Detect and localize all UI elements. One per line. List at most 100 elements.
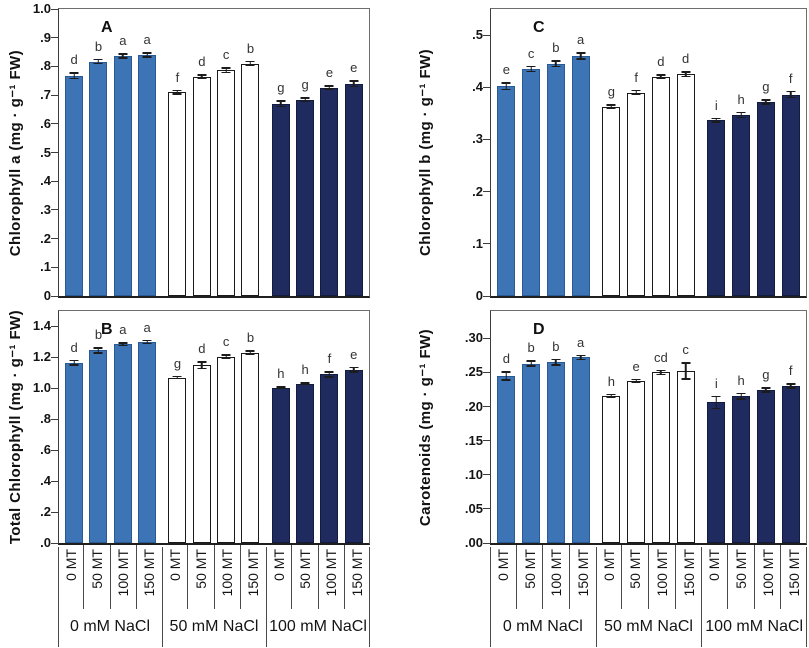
error-bar-line: [684, 362, 687, 380]
y-tick-mark: [51, 152, 58, 153]
bar: [344, 369, 363, 543]
error-bar-cap-bottom: [324, 376, 334, 378]
bar: [192, 76, 211, 296]
significance-letter: e: [350, 60, 358, 76]
y-tick-mark: [483, 34, 490, 36]
error-bar-cap-bottom: [172, 93, 182, 95]
error-bar-line: [146, 52, 148, 58]
group-divider: [58, 547, 59, 647]
treatment-group-2: 0 MT 50 MT 100 MT 150 MT: [162, 545, 266, 609]
error-bar-line: [715, 395, 718, 410]
bar-slot: d: [62, 9, 86, 296]
error-bar-line: [146, 339, 148, 345]
significance-letter: e: [502, 62, 510, 78]
panel-d: D .00 .05 .10 .15 .20 .25 .30 d b b a h e cd c i h g f: [465, 310, 807, 550]
y-axis-title-text: Carotenoids (mg · g⁻¹ FW): [417, 328, 434, 527]
bar-slot: d: [62, 311, 86, 543]
y-tick-mark: [51, 542, 58, 544]
bar-slot: b: [238, 9, 262, 296]
error-bar-line: [789, 383, 792, 389]
bar-slot: h: [599, 311, 624, 543]
significance-letter: b: [246, 40, 255, 56]
error-bar-cap-top: [681, 71, 691, 73]
error-bar-cap-bottom: [761, 391, 771, 393]
error-bar-cap-bottom: [118, 344, 128, 347]
bar-slot: c: [214, 311, 238, 543]
error-bar-line: [249, 60, 252, 67]
y-tick-mark: [51, 123, 58, 125]
error-bar-cap-bottom: [142, 342, 152, 345]
error-bar-cap-bottom: [656, 77, 666, 80]
y-tick-label: .9: [40, 29, 51, 45]
error-bar-cap-bottom: [142, 56, 152, 58]
error-bar-cap-bottom: [349, 371, 359, 373]
significance-letter: g: [173, 355, 182, 371]
error-bar-cap-bottom: [501, 88, 511, 91]
significance-letter: a: [119, 322, 127, 338]
significance-letter: cd: [654, 349, 668, 365]
error-bar: [576, 354, 586, 361]
panel-letter-d: D: [533, 321, 545, 338]
treatment-cell: 150 MT: [674, 545, 702, 609]
bar: [497, 375, 516, 543]
group-label: 0 mM NaCl: [69, 618, 150, 635]
treatment-cell: 50 MT: [291, 545, 317, 609]
y-tick-label: 0: [475, 288, 483, 303]
error-bar-cap-bottom: [221, 357, 231, 359]
treatment-cell: 0 MT: [596, 545, 622, 609]
group-label: 100 mM NaCl: [269, 618, 367, 635]
error-bar: [69, 72, 79, 80]
y-tick-label: .8: [40, 58, 51, 74]
error-bar: [606, 393, 616, 398]
treatment-cell: 100 MT: [753, 545, 781, 609]
error-bar-cap-bottom: [245, 353, 255, 356]
y-tick-label: .2: [40, 504, 51, 520]
treatment-label: 100 MT: [653, 549, 670, 597]
bar-slot: i: [704, 9, 729, 296]
group-divider: [596, 547, 597, 647]
treatment-label: 0 MT: [166, 549, 183, 581]
significance-letter: f: [788, 70, 793, 86]
error-bar-cap-bottom: [93, 352, 103, 354]
error-bar: [221, 354, 231, 359]
error-bar-cap-bottom: [786, 387, 796, 389]
bar-slot: e: [317, 9, 341, 296]
error-bar: [172, 375, 182, 380]
error-bar-cap-bottom: [526, 365, 536, 367]
error-bar-cap-top: [711, 395, 721, 398]
error-bar-cap-top: [761, 387, 771, 389]
y-tick-mark: [483, 138, 490, 140]
y-tick-label: .4: [40, 473, 51, 489]
error-bar-cap-top: [142, 339, 152, 342]
error-bar: [324, 85, 334, 90]
bar: [296, 383, 315, 543]
significance-letter: a: [119, 33, 127, 49]
bar-slot: d: [673, 9, 698, 296]
error-bar-line: [530, 360, 532, 367]
error-bar-line: [97, 58, 100, 65]
significance-letter: c: [222, 334, 230, 350]
y-tick-mark: [51, 94, 58, 96]
y-tick-mark: [483, 243, 490, 245]
error-bar-cap-top: [576, 354, 586, 357]
error-bar: [711, 395, 721, 410]
error-bar-cap-top: [786, 90, 796, 93]
y-tick-label: .20: [464, 398, 483, 414]
bar-slot: e: [494, 9, 519, 296]
x-axis-label-area-right: 0 MT 50 MT 100 MT 150 MT 0 MT 50 MT 100 MT 150 …: [490, 545, 807, 647]
error-bar-cap-top: [221, 354, 231, 356]
y-tick-mark: [483, 295, 490, 297]
error-bar-line: [505, 82, 508, 91]
error-bar: [172, 89, 182, 95]
y-tick-label: 1.0: [32, 1, 51, 16]
error-bar-line: [97, 347, 100, 354]
bar-area: d b b a h e cd c i h g f: [491, 311, 806, 543]
bar-slot: f: [317, 311, 341, 543]
error-bar-line: [225, 67, 227, 74]
y-tick-label: .4: [472, 79, 483, 95]
y-tick-label: .25: [464, 364, 483, 380]
error-bar-cap-top: [656, 74, 666, 76]
